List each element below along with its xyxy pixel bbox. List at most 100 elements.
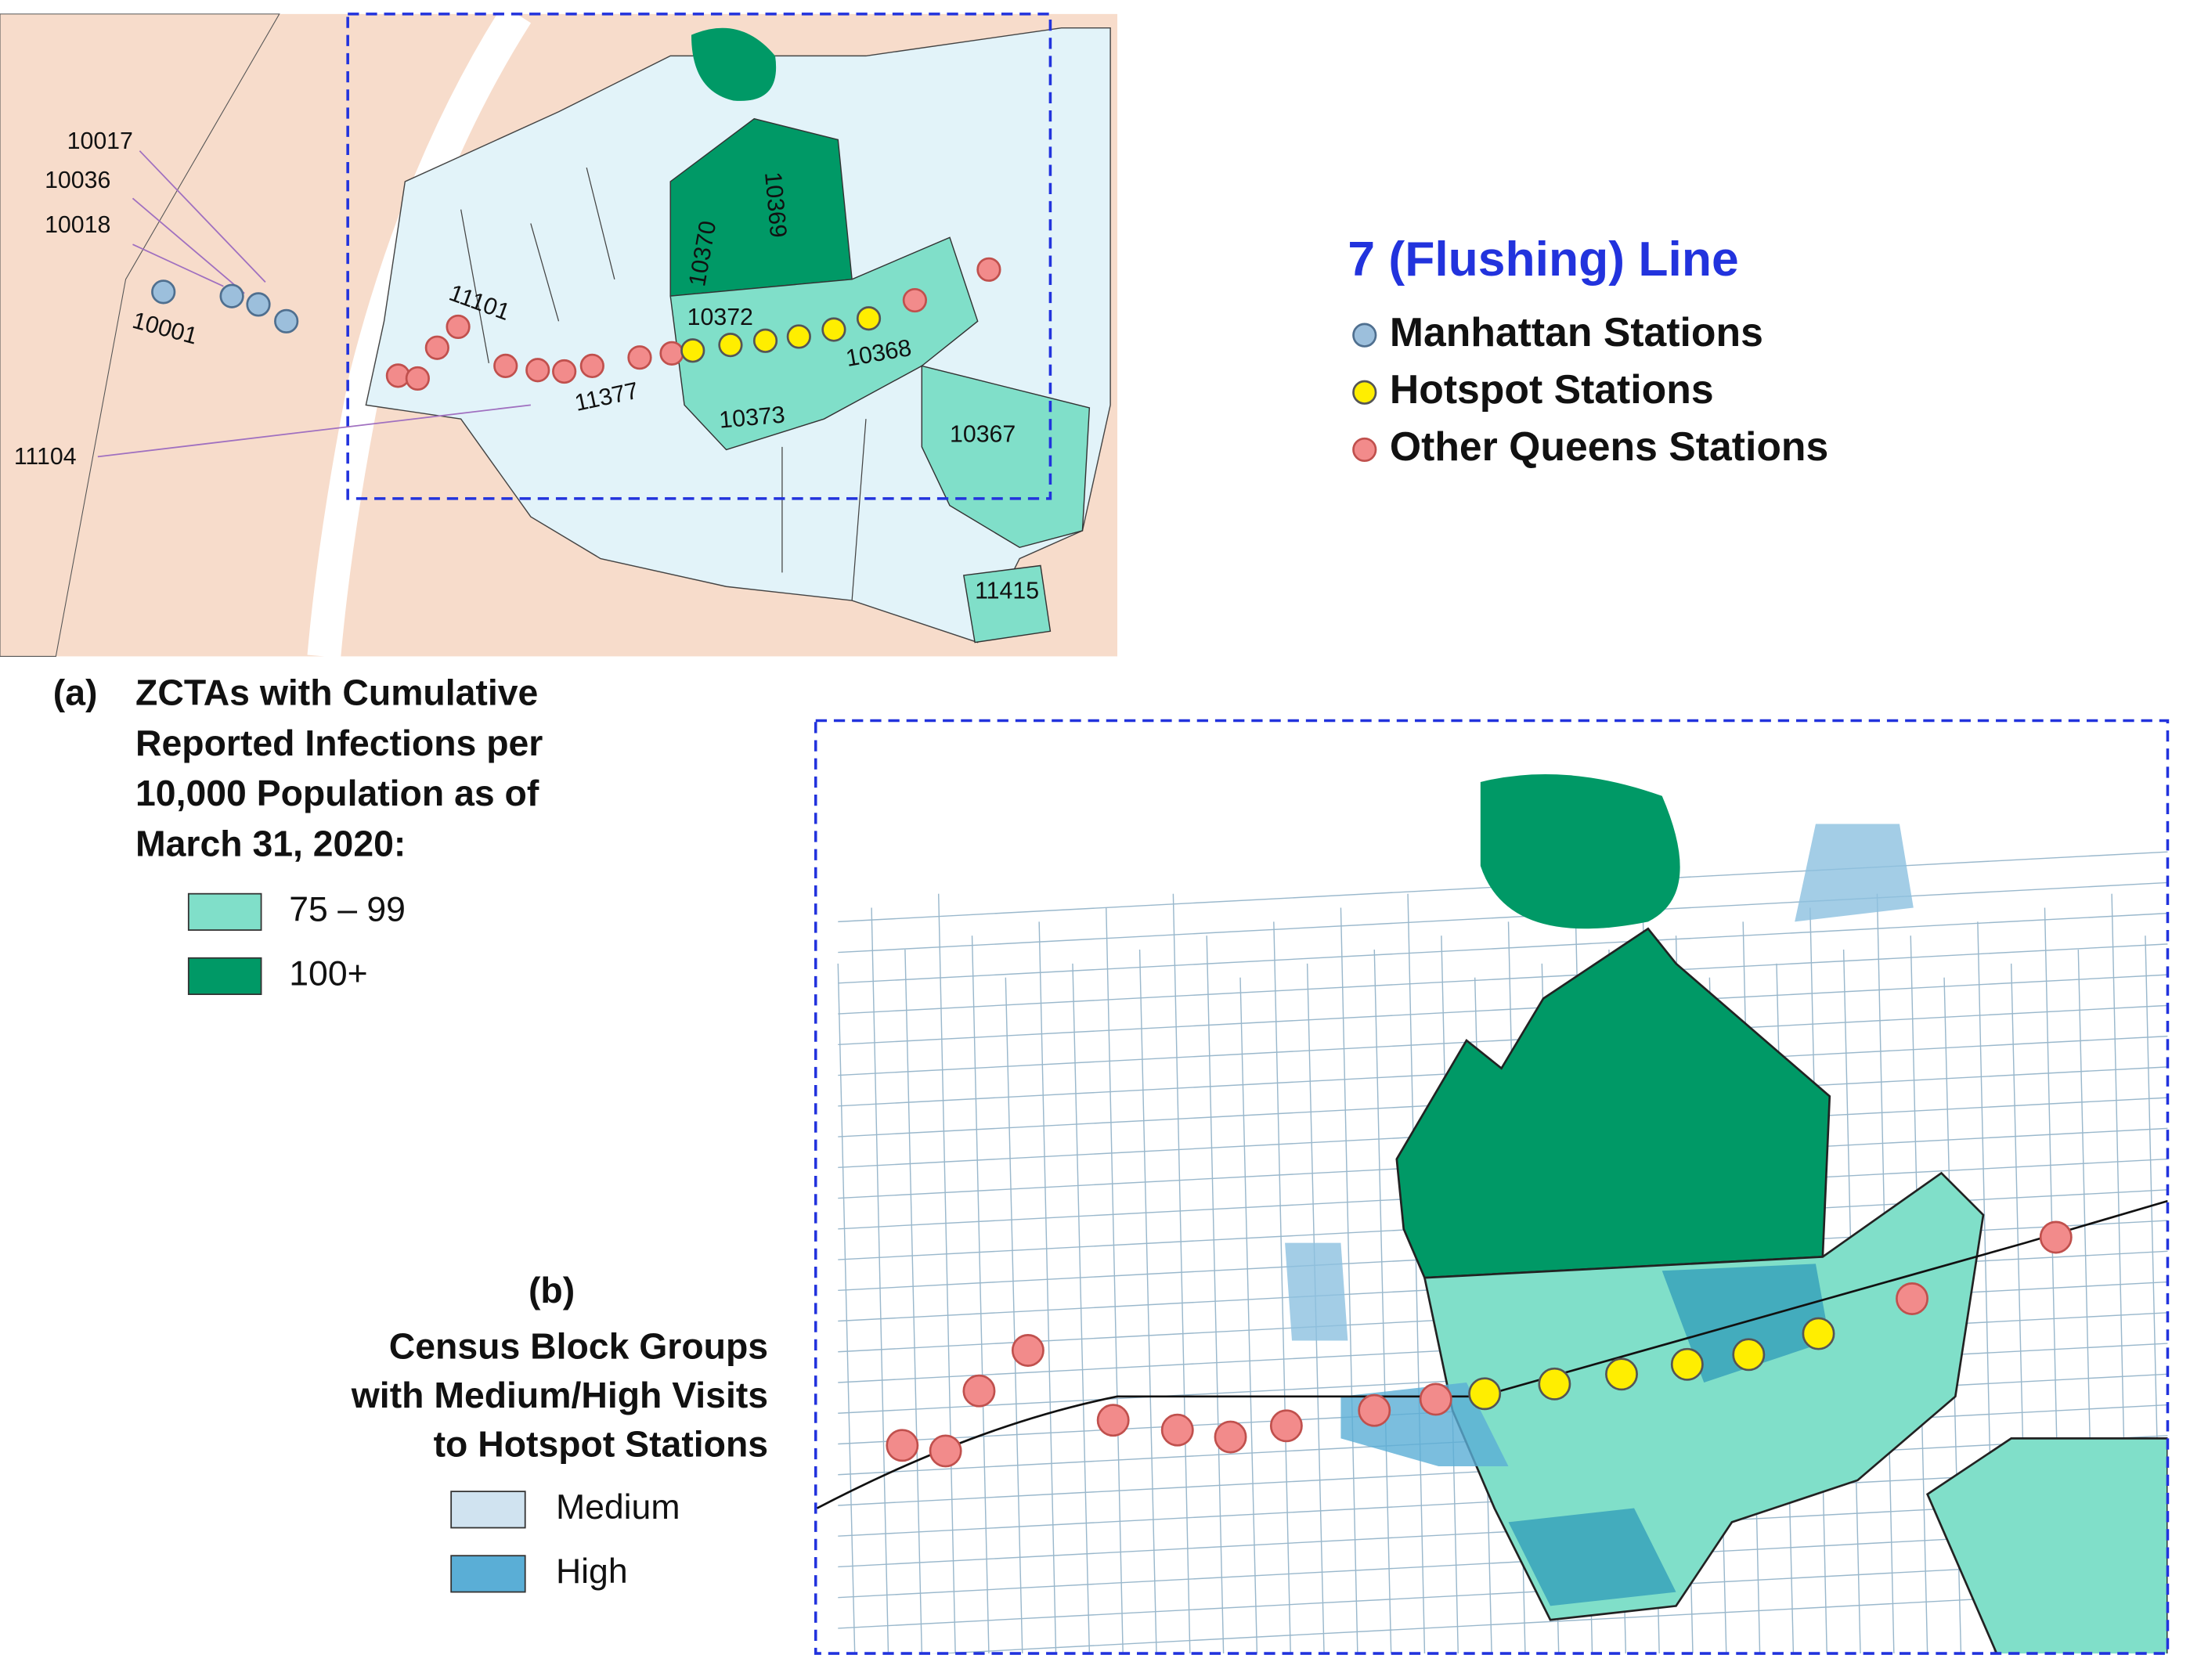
legend-swatch	[450, 1491, 526, 1529]
station	[552, 359, 577, 384]
station	[752, 328, 778, 353]
station	[219, 283, 244, 308]
station	[1269, 1409, 1303, 1443]
legend-label: 100+	[289, 955, 367, 993]
block-line	[838, 943, 2168, 1015]
station	[405, 366, 430, 391]
river	[307, 5, 532, 658]
legend-tag: (b)	[529, 1270, 575, 1310]
station	[246, 292, 271, 317]
boundaries	[460, 167, 867, 601]
legend-b: (b) Census Block Groups with Medium/High…	[351, 1270, 769, 1593]
legend-title: Census Block Groups	[389, 1325, 768, 1366]
zcta-high	[1395, 927, 1831, 1279]
legend-label: 75 – 99	[289, 891, 406, 929]
zip-label: 10372	[687, 305, 753, 330]
station	[1160, 1413, 1194, 1447]
station	[1468, 1377, 1502, 1411]
block-line	[933, 1588, 2168, 1654]
legend-tag: (a)	[53, 672, 98, 713]
block-line	[838, 974, 2168, 1046]
legend-label: Hotspot Stations	[1390, 366, 1714, 412]
legend-label: High	[556, 1552, 628, 1591]
station	[856, 306, 882, 331]
station	[1419, 1383, 1452, 1416]
station	[1358, 1393, 1391, 1427]
legend-marker	[1352, 380, 1377, 405]
block-line	[1138, 950, 1157, 1654]
station	[821, 317, 846, 342]
legend-title: March 31, 2020:	[135, 823, 406, 863]
zip-label: 11415	[975, 578, 1039, 604]
island	[691, 27, 777, 101]
station	[886, 1429, 919, 1462]
legend-marker	[1352, 437, 1377, 463]
leader	[97, 150, 531, 458]
map-a: 10017 10036 10018 10001 11104 11101 1137…	[0, 5, 1118, 658]
land	[0, 13, 280, 657]
block-line	[1172, 893, 1191, 1654]
block-line	[838, 912, 2168, 984]
legend-label: Medium	[556, 1488, 680, 1527]
legend-marker	[1352, 323, 1377, 348]
station	[579, 353, 604, 379]
station	[274, 308, 299, 333]
station	[493, 353, 518, 379]
legend-swatch	[187, 892, 262, 931]
block-line	[838, 1558, 2168, 1629]
station	[424, 335, 449, 360]
zip-label: 10018	[45, 212, 110, 238]
zcta-mid	[1925, 1437, 2168, 1654]
legend-title: 7 (Flushing) Line	[1348, 232, 1738, 287]
line-legend: 7 (Flushing) Line Manhattan Stations Hot…	[1348, 232, 1828, 469]
block-line	[1106, 907, 1124, 1654]
block-line	[871, 907, 889, 1654]
island	[1480, 773, 1680, 929]
zip-label: 11104	[14, 444, 77, 470]
station	[962, 1374, 996, 1408]
block-line	[838, 1004, 2168, 1076]
station	[902, 287, 927, 313]
station	[446, 314, 471, 340]
station	[1605, 1357, 1638, 1391]
block-line	[1005, 977, 1023, 1654]
block-line	[837, 963, 856, 1654]
zip-label: 10369	[759, 171, 791, 239]
legend-title: to Hotspot Stations	[434, 1423, 769, 1464]
station	[786, 324, 811, 349]
station	[1732, 1338, 1766, 1372]
block-line	[1340, 907, 1358, 1654]
legend-label: Other Queens Stations	[1390, 424, 1828, 469]
block-line	[1038, 921, 1057, 1654]
station	[151, 279, 176, 305]
map-b	[815, 720, 2168, 1654]
block-line	[1239, 977, 1258, 1654]
block-line	[838, 881, 2168, 954]
station	[680, 338, 705, 363]
zip-label: 10036	[45, 168, 110, 193]
station	[525, 358, 550, 383]
block-line	[938, 893, 956, 1654]
legend-swatch	[450, 1555, 526, 1593]
legend-a: (a) ZCTAs with Cumulative Reported Infec…	[53, 672, 543, 996]
zcta-high	[669, 117, 853, 297]
block-line	[1373, 950, 1392, 1654]
zip-label: 10373	[718, 402, 786, 433]
block-line	[971, 936, 990, 1654]
station	[659, 341, 684, 366]
legend-title: ZCTAs with Cumulative	[135, 672, 538, 713]
inset-frame	[814, 719, 2170, 1655]
legend-title: Reported Infections per	[135, 723, 543, 763]
block-line	[1273, 921, 1291, 1654]
station	[1096, 1404, 1130, 1437]
legend-title: 10,000 Population as of	[135, 773, 539, 813]
zip-label: 10367	[950, 422, 1016, 448]
zip-label: 10017	[67, 128, 133, 154]
station	[1802, 1317, 1835, 1350]
station	[1214, 1420, 1247, 1454]
legend-title: with Medium/High Visits	[351, 1375, 768, 1415]
boundary	[816, 1199, 2168, 1509]
station	[1538, 1367, 1571, 1401]
station	[2039, 1220, 2073, 1254]
